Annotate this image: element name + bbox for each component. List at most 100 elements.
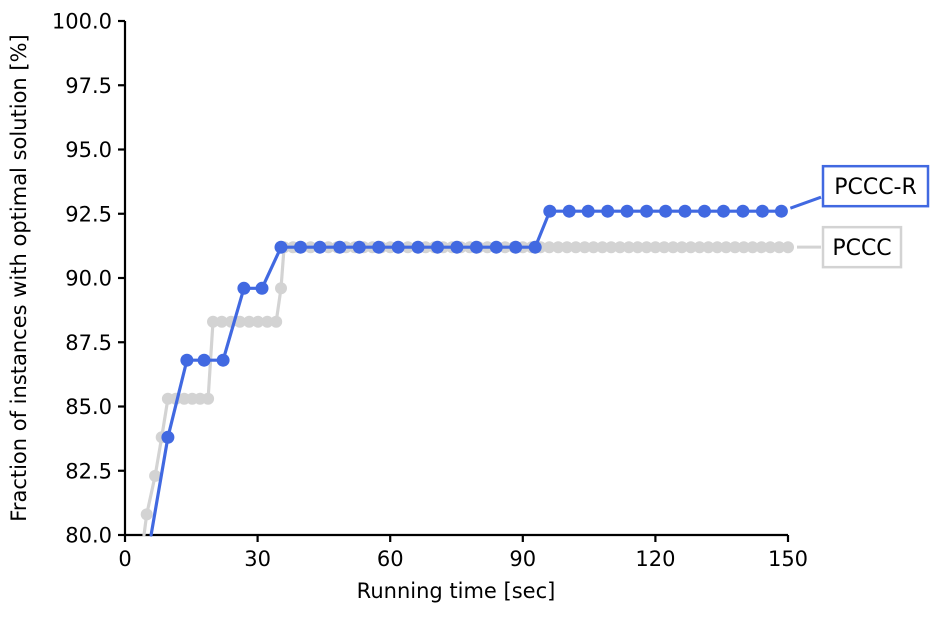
series-marker-pccc-r <box>755 204 769 218</box>
series-marker-pccc-r <box>372 240 386 254</box>
x-tick-label: 0 <box>118 547 131 571</box>
y-tick-label: 82.5 <box>65 459 112 483</box>
legend-leader-pccc-r <box>789 195 822 210</box>
series-marker-pccc <box>640 241 653 254</box>
series-marker-pccc-r <box>197 353 211 367</box>
series-marker-pccc <box>552 241 565 254</box>
series-marker-pccc <box>275 282 287 295</box>
series-marker-pccc <box>207 315 219 328</box>
series-marker-pccc <box>543 241 556 254</box>
series-marker-pccc-r <box>620 204 634 218</box>
series-marker-pccc-r <box>562 204 576 218</box>
series-marker-pccc <box>569 241 582 254</box>
series-marker-pccc <box>243 315 256 328</box>
annotation-layer: PCCC-R PCCC <box>789 164 930 269</box>
series-marker-pccc-r <box>774 204 788 218</box>
series-marker-pccc-r <box>659 204 673 218</box>
series-marker-pccc-r <box>698 204 711 218</box>
series-marker-pccc-r <box>678 204 692 218</box>
x-tick-label: 120 <box>635 547 675 571</box>
series-marker-pccc <box>720 241 733 254</box>
series-marker-pccc-r <box>450 240 464 254</box>
series-marker-pccc-r <box>736 204 750 218</box>
series-marker-pccc-r <box>489 240 503 254</box>
series-marker-pccc-r <box>161 430 175 444</box>
series-marker-pccc-r <box>274 240 288 254</box>
series-marker-pccc <box>614 241 626 254</box>
series-marker-pccc <box>622 241 635 254</box>
series-marker-pccc-r <box>333 240 347 254</box>
series-marker-pccc <box>737 241 750 254</box>
series-marker-pccc <box>252 315 264 328</box>
series-marker-pccc <box>233 315 246 328</box>
series-marker-pccc <box>202 392 215 405</box>
y-tick-label: 92.5 <box>65 202 112 226</box>
series-marker-pccc <box>702 241 715 254</box>
legend-box-pccc-r <box>821 164 930 208</box>
series-marker-pccc-r <box>581 204 595 218</box>
series-marker-pccc-r <box>509 240 523 254</box>
series-marker-pccc-r <box>411 240 425 254</box>
legend-label-pccc-r: PCCC-R <box>834 175 917 200</box>
series-marker-pccc <box>746 241 759 254</box>
y-tick-label: 80.0 <box>65 524 112 548</box>
x-axis-label: Running time [sec] <box>357 579 556 603</box>
series-layer <box>140 204 794 537</box>
series-marker-pccc <box>764 241 777 254</box>
series-marker-pccc-r <box>640 204 654 218</box>
series-marker-pccc <box>561 241 573 254</box>
series-marker-pccc <box>773 241 786 254</box>
legend-label-pccc: PCCC <box>832 236 891 261</box>
series-marker-pccc-r <box>469 240 483 254</box>
series-marker-pccc <box>596 241 609 254</box>
y-tick-label: 85.0 <box>65 395 112 419</box>
series-marker-pccc-r <box>601 204 615 218</box>
series-marker-pccc <box>693 241 706 254</box>
series-marker-pccc <box>782 241 794 254</box>
y-axis-label: Fraction of instances with optimal solut… <box>7 34 31 521</box>
series-marker-pccc-r <box>237 281 251 295</box>
series-marker-pccc-r <box>180 353 194 367</box>
series-marker-pccc <box>711 241 724 254</box>
series-marker-pccc <box>605 241 618 254</box>
x-tick-label: 90 <box>509 547 536 571</box>
series-marker-pccc <box>587 241 600 254</box>
y-tick-label: 97.5 <box>65 74 112 98</box>
series-marker-pccc-r <box>431 240 444 254</box>
series-marker-pccc-r <box>717 204 730 218</box>
series-marker-pccc <box>149 469 162 482</box>
series-marker-pccc <box>631 241 644 254</box>
series-marker-pccc-r <box>313 240 327 254</box>
series-marker-pccc <box>140 508 153 521</box>
axes: 0 30 60 90 120 150 80.0 82.5 85.0 87.5 90.0 92.5 95.… <box>52 10 808 572</box>
series-marker-pccc-r <box>528 240 542 254</box>
series-marker-pccc <box>270 315 283 328</box>
series-marker-pccc <box>261 315 274 328</box>
series-marker-pccc <box>215 315 228 328</box>
series-marker-pccc <box>578 241 591 254</box>
y-tick-label: 87.5 <box>65 331 112 355</box>
series-line-pccc-r <box>149 209 783 537</box>
series-marker-pccc-r <box>255 281 269 295</box>
y-tick-label: 90.0 <box>65 267 112 291</box>
series-marker-pccc-r <box>294 240 307 254</box>
legend-box-pccc <box>821 225 903 269</box>
x-tick-label: 30 <box>244 547 271 571</box>
series-marker-pccc-r <box>352 240 366 254</box>
series-marker-pccc <box>649 241 662 254</box>
series-marker-pccc <box>675 241 688 254</box>
series-marker-pccc <box>729 241 741 254</box>
x-tick-label: 60 <box>377 547 404 571</box>
series-marker-pccc <box>667 241 680 254</box>
x-tick-label: 150 <box>768 547 808 571</box>
series-marker-pccc-r <box>216 353 230 367</box>
series-marker-pccc-r <box>543 204 557 218</box>
y-tick-label: 95.0 <box>65 138 112 162</box>
y-tick-label: 100.0 <box>52 10 112 34</box>
series-marker-pccc <box>658 241 671 254</box>
series-marker-pccc <box>755 241 768 254</box>
series-marker-pccc-r <box>391 240 405 254</box>
series-marker-pccc <box>684 241 697 254</box>
